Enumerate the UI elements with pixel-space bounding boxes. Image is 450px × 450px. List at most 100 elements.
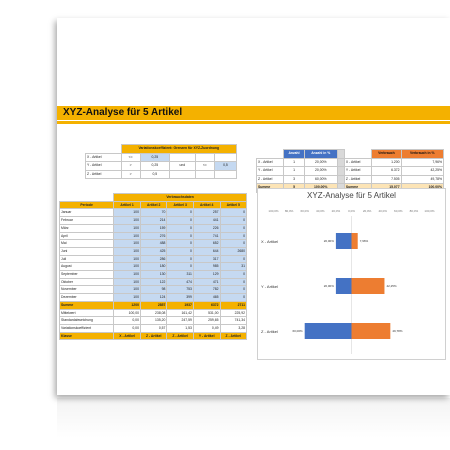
- period-cell[interactable]: August: [58, 262, 115, 272]
- value-cell[interactable]: 0: [219, 293, 248, 302]
- use-cell[interactable]: 7.505: [371, 174, 402, 185]
- article-header[interactable]: Artikel 4: [192, 200, 221, 210]
- value-cell[interactable]: 0: [166, 254, 194, 264]
- class-label[interactable]: Z - Artikel: [343, 174, 373, 185]
- limit-cell[interactable]: 0,25: [139, 161, 170, 171]
- period-cell[interactable]: Juli: [58, 254, 115, 264]
- stat-value[interactable]: 100,00: [113, 308, 141, 318]
- class-value[interactable]: Z - Artikel: [219, 331, 248, 341]
- value-cell[interactable]: 124: [139, 293, 168, 302]
- value-cell[interactable]: 0: [166, 216, 194, 225]
- class-label[interactable]: X - Artikel: [255, 157, 285, 168]
- stat-value[interactable]: 0,49: [192, 323, 221, 333]
- row-label[interactable]: X - Artikel: [85, 152, 122, 163]
- value-cell[interactable]: 0: [166, 208, 194, 218]
- value-cell[interactable]: 0: [219, 285, 248, 295]
- value-cell[interactable]: 100: [113, 208, 141, 218]
- stat-value[interactable]: 1937: [166, 300, 194, 310]
- stat-value[interactable]: 161,42: [166, 308, 194, 318]
- value-cell[interactable]: 98: [139, 285, 168, 295]
- article-header[interactable]: Artikel 2: [139, 200, 168, 210]
- limit-cell[interactable]: [213, 169, 238, 180]
- count-pct-cell[interactable]: 20,00%: [303, 166, 338, 176]
- value-cell[interactable]: 100: [113, 223, 141, 233]
- period-cell[interactable]: Februar: [58, 216, 115, 225]
- value-cell[interactable]: 0: [219, 277, 248, 287]
- count-cell[interactable]: 1: [283, 166, 305, 176]
- value-cell[interactable]: 488: [139, 239, 168, 248]
- consumption-group-header[interactable]: Verbrauchsdaten: [113, 193, 247, 202]
- op-cell[interactable]: >: [120, 169, 141, 180]
- class-label[interactable]: X - Artikel: [343, 157, 373, 168]
- article-header[interactable]: Artikel 3: [166, 200, 194, 210]
- classification-header[interactable]: Anzahl in %: [303, 149, 338, 159]
- value-cell[interactable]: 425: [139, 246, 168, 256]
- value-cell[interactable]: 129: [192, 270, 221, 279]
- op-cell[interactable]: und: [168, 161, 196, 171]
- op-cell[interactable]: [168, 152, 196, 163]
- stat-value[interactable]: 247,59: [166, 316, 194, 325]
- limit-cell[interactable]: [213, 152, 238, 163]
- article-header[interactable]: Artikel 5: [219, 200, 248, 210]
- value-cell[interactable]: 31: [219, 262, 248, 272]
- op-cell[interactable]: <=: [120, 152, 141, 163]
- stat-value[interactable]: 531,00: [192, 308, 221, 318]
- value-cell[interactable]: 0: [219, 223, 248, 233]
- stat-value[interactable]: 0,00: [113, 316, 141, 325]
- value-cell[interactable]: 100: [113, 239, 141, 248]
- count-pct-cell[interactable]: 20,00%: [303, 157, 338, 168]
- stat-value[interactable]: 1,53: [166, 323, 194, 333]
- value-cell[interactable]: 0: [219, 254, 248, 264]
- value-cell[interactable]: 122: [139, 277, 168, 287]
- stat-value[interactable]: 3,28: [219, 323, 248, 333]
- class-label[interactable]: Y - Artikel: [343, 166, 373, 176]
- count-cell[interactable]: 3: [283, 174, 305, 185]
- value-cell[interactable]: 2680: [219, 246, 248, 256]
- value-cell[interactable]: 644: [192, 246, 221, 256]
- value-cell[interactable]: 399: [166, 293, 194, 302]
- variation-header[interactable]: Variationskoeffizient: Grenzen für XYZ-Z…: [120, 144, 237, 154]
- value-cell[interactable]: 257: [192, 208, 221, 218]
- use-cell[interactable]: 6.372: [371, 166, 402, 176]
- stat-value[interactable]: 238,08: [139, 308, 168, 318]
- value-cell[interactable]: 0: [219, 270, 248, 279]
- value-cell[interactable]: 0: [166, 262, 194, 272]
- value-cell[interactable]: 741: [192, 231, 221, 241]
- class-label[interactable]: Y - Artikel: [255, 166, 285, 176]
- stat-label[interactable]: Standardabweichung: [58, 316, 115, 325]
- period-cell[interactable]: Mai: [58, 239, 115, 248]
- classification-header[interactable]: Anzahl: [283, 149, 305, 159]
- op-cell[interactable]: [194, 169, 215, 180]
- value-cell[interactable]: 471: [192, 277, 221, 287]
- value-cell[interactable]: 0: [166, 246, 194, 256]
- stat-value[interactable]: 1200: [113, 300, 141, 310]
- value-cell[interactable]: 652: [192, 239, 221, 248]
- value-cell[interactable]: 180: [139, 262, 168, 272]
- class-label[interactable]: Z - Artikel: [255, 174, 285, 185]
- use-pct-cell[interactable]: 7,96%: [400, 157, 445, 168]
- value-cell[interactable]: 0: [166, 223, 194, 233]
- stat-value[interactable]: 2857: [139, 300, 168, 310]
- row-label[interactable]: Z - Artikel: [85, 169, 122, 180]
- value-cell[interactable]: 0: [219, 208, 248, 218]
- class-value[interactable]: Y - Artikel: [192, 331, 221, 341]
- value-cell[interactable]: 100: [113, 231, 141, 241]
- limit-cell[interactable]: 0,5: [213, 161, 238, 171]
- value-cell[interactable]: 0: [219, 239, 248, 248]
- class-label[interactable]: Klasse: [58, 331, 115, 341]
- value-cell[interactable]: 474: [166, 277, 194, 287]
- op-cell[interactable]: <=: [194, 161, 215, 171]
- value-cell[interactable]: 286: [139, 254, 168, 264]
- value-cell[interactable]: 441: [192, 216, 221, 225]
- value-cell[interactable]: 130: [139, 270, 168, 279]
- use-pct-cell[interactable]: 42,25%: [400, 166, 445, 176]
- period-cell[interactable]: März: [58, 223, 115, 233]
- stat-value[interactable]: 259,65: [192, 316, 221, 325]
- count-cell[interactable]: 1: [283, 157, 305, 168]
- class-value[interactable]: Z - Artikel: [139, 331, 168, 341]
- class-value[interactable]: X - Artikel: [113, 331, 141, 341]
- period-cell[interactable]: November: [58, 285, 115, 295]
- stat-value[interactable]: 0,57: [139, 323, 168, 333]
- value-cell[interactable]: 276: [139, 231, 168, 241]
- value-cell[interactable]: 985: [192, 262, 221, 272]
